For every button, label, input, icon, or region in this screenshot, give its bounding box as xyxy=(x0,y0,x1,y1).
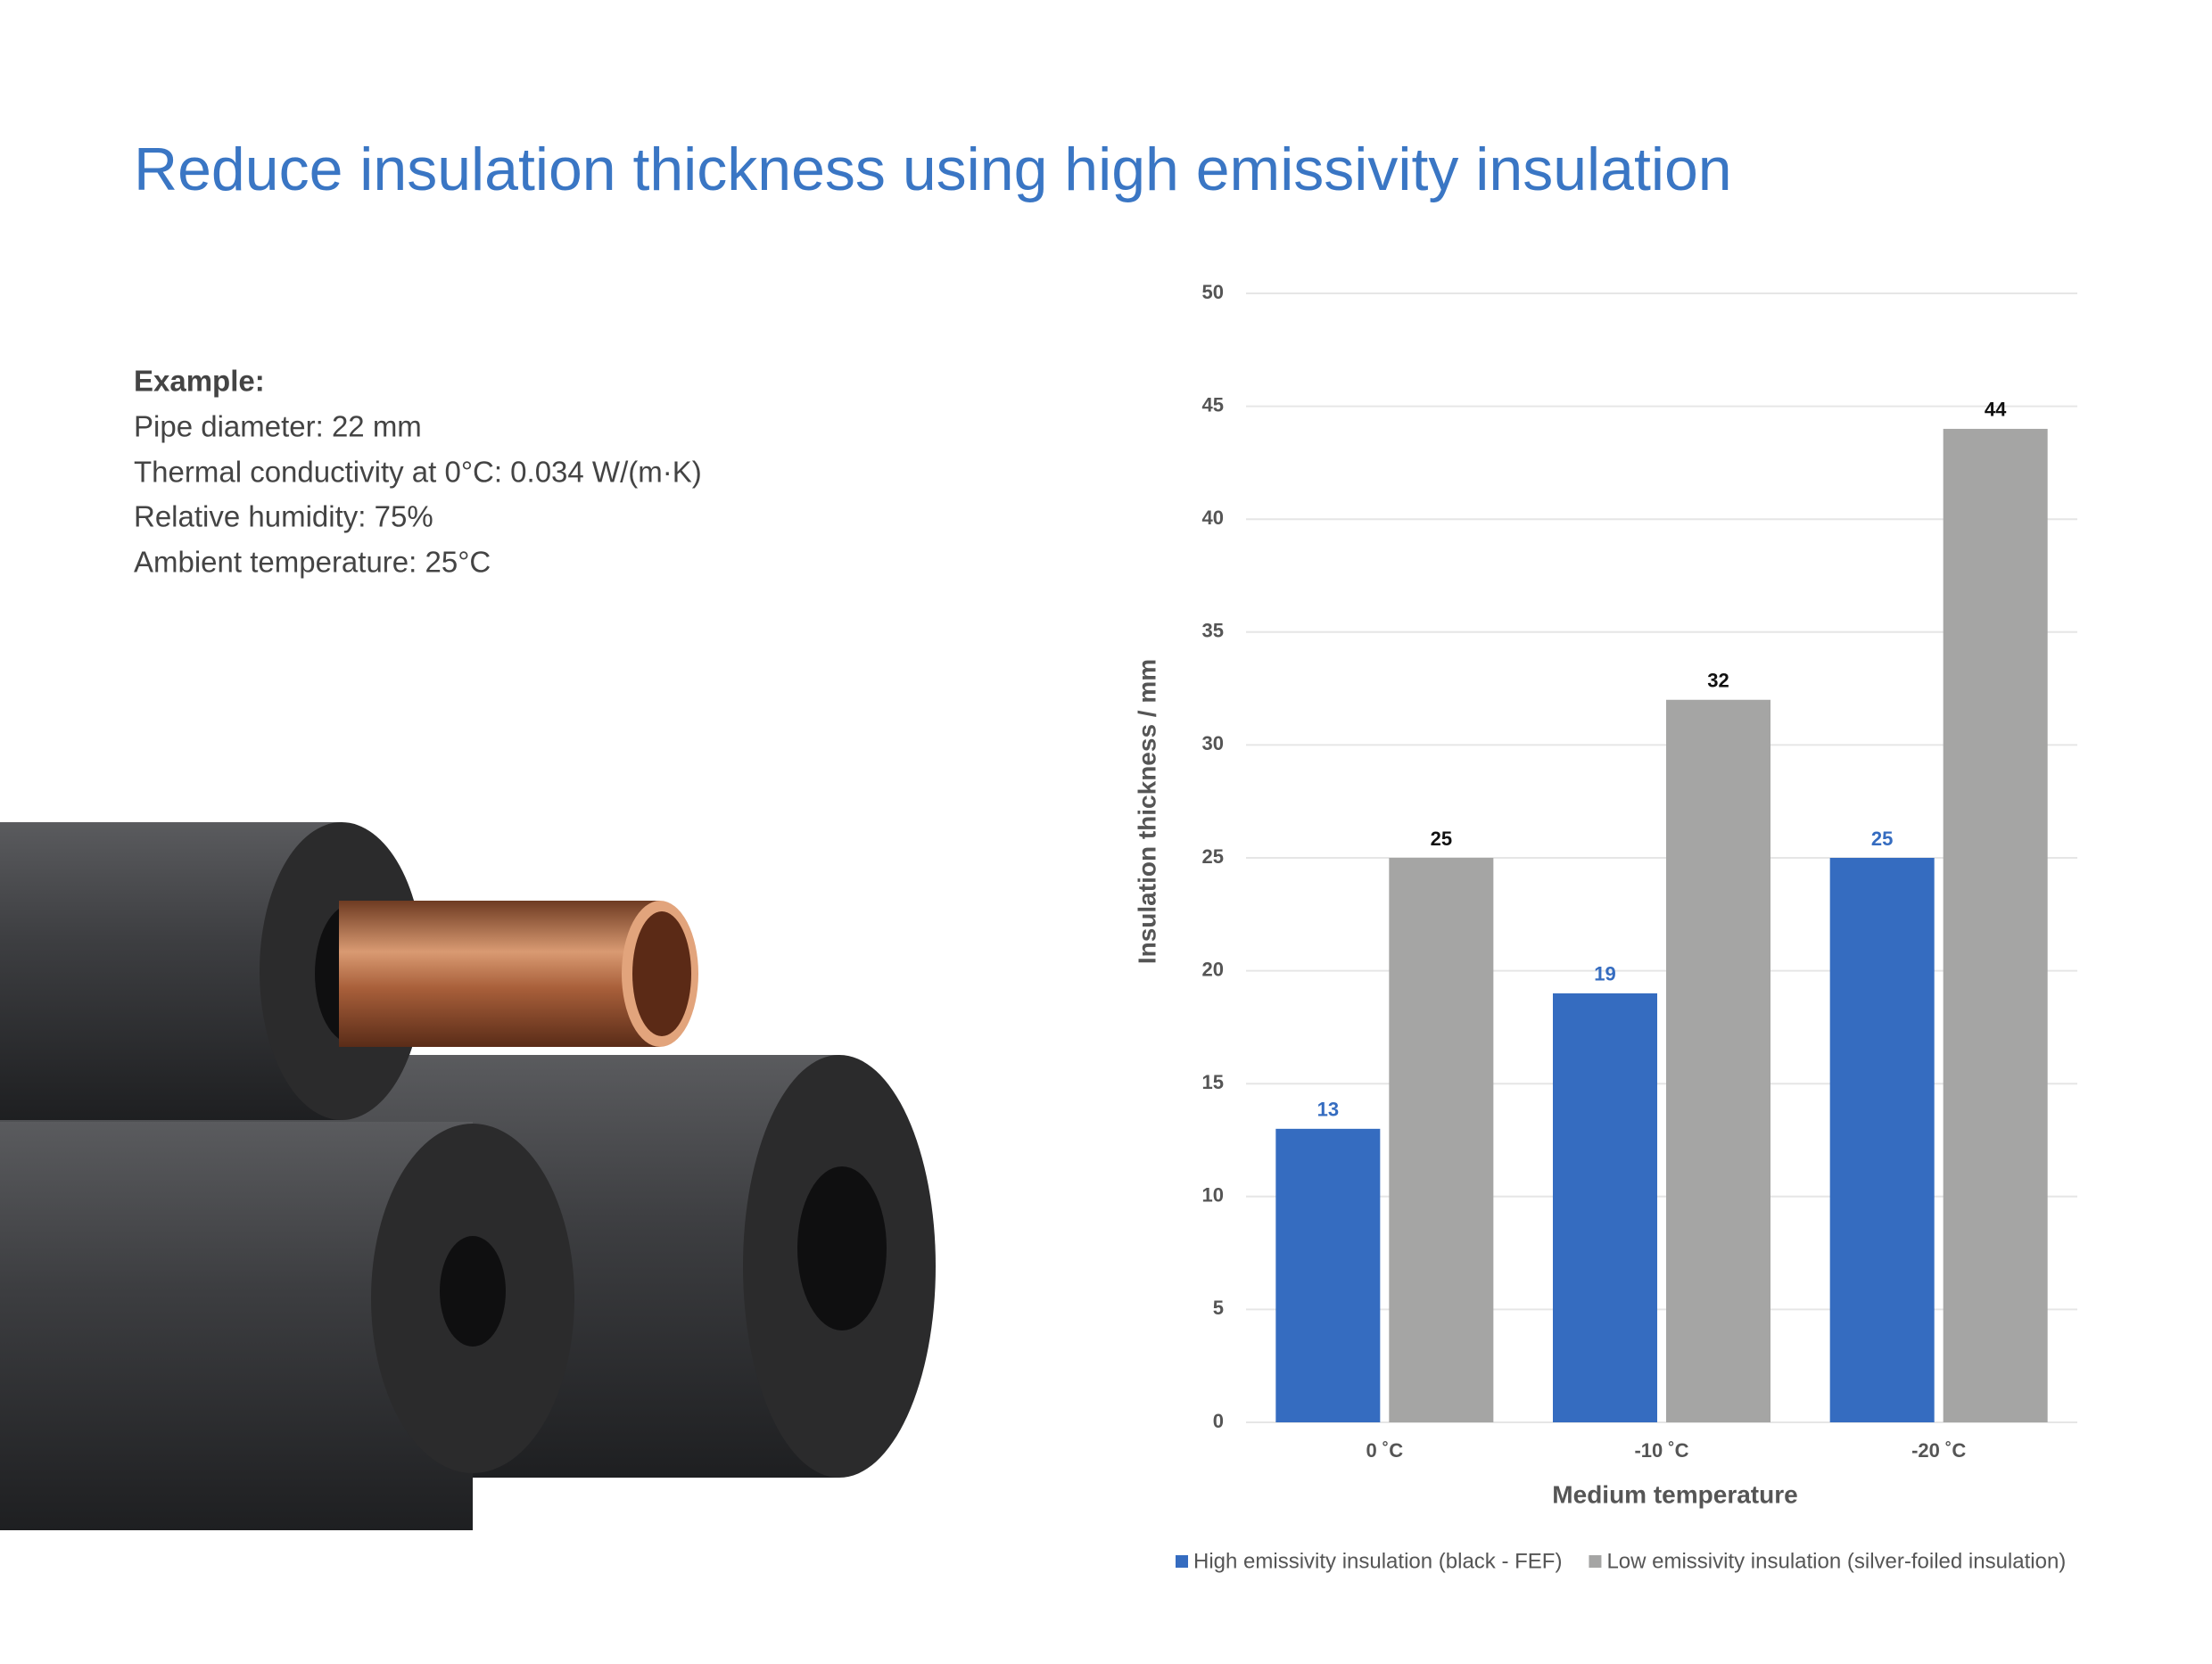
value-label: 32 xyxy=(1707,670,1729,692)
bar xyxy=(1553,993,1657,1422)
pipes-illustration xyxy=(0,822,936,1530)
page-title: Reduce insulation thickness using high e… xyxy=(134,136,1732,203)
y-tick-label: 45 xyxy=(1202,393,1224,416)
x-axis-title: Medium temperature xyxy=(1552,1480,1797,1508)
y-axis-title: Insulation thickness / mm xyxy=(1133,659,1160,964)
chart: Medium temperature Insulation thickness … xyxy=(1133,281,2077,1573)
legend-label: Low emissivity insulation (silver-foiled… xyxy=(1606,1549,2066,1573)
y-tick-label: 35 xyxy=(1202,620,1224,642)
example-line: Ambient temperature: 25°C xyxy=(134,546,491,579)
legend-label: High emissivity insulation (black - FEF) xyxy=(1193,1549,1562,1573)
value-label: 13 xyxy=(1317,1099,1339,1121)
legend-swatch xyxy=(1176,1555,1188,1568)
legend-swatch xyxy=(1589,1555,1602,1568)
y-tick-label: 5 xyxy=(1213,1297,1224,1319)
example-line: Relative humidity: 75% xyxy=(134,500,433,533)
bar xyxy=(1829,858,1935,1422)
example: Example: Pipe diameter: 22 mm Thermal co… xyxy=(134,365,702,579)
y-tick-label: 30 xyxy=(1202,732,1224,754)
bar xyxy=(1275,1128,1381,1422)
value-label: 19 xyxy=(1594,963,1615,985)
value-label: 25 xyxy=(1431,828,1452,850)
y-tick-label: 0 xyxy=(1213,1410,1224,1432)
y-tick-label: 40 xyxy=(1202,507,1224,529)
example-line: Thermal conductivity at 0°C: 0.034 W/(m·… xyxy=(134,456,702,489)
bar xyxy=(1666,699,1770,1422)
bar xyxy=(1943,428,2048,1422)
example-heading: Example: xyxy=(134,365,265,398)
example-line: Pipe diameter: 22 mm xyxy=(134,410,422,443)
x-tick-label: -20 ˚C xyxy=(1911,1439,1966,1462)
y-tick-label: 15 xyxy=(1202,1071,1224,1093)
value-label: 25 xyxy=(1871,828,1893,850)
x-tick-label: 0 ˚C xyxy=(1366,1439,1404,1462)
y-tick-label: 20 xyxy=(1202,958,1224,980)
bar xyxy=(1389,858,1494,1422)
y-tick-label: 10 xyxy=(1202,1184,1224,1207)
value-label: 44 xyxy=(1985,399,2007,421)
x-tick-label: -10 ˚C xyxy=(1634,1439,1688,1462)
y-tick-label: 50 xyxy=(1202,281,1224,303)
y-tick-label: 25 xyxy=(1202,845,1224,868)
